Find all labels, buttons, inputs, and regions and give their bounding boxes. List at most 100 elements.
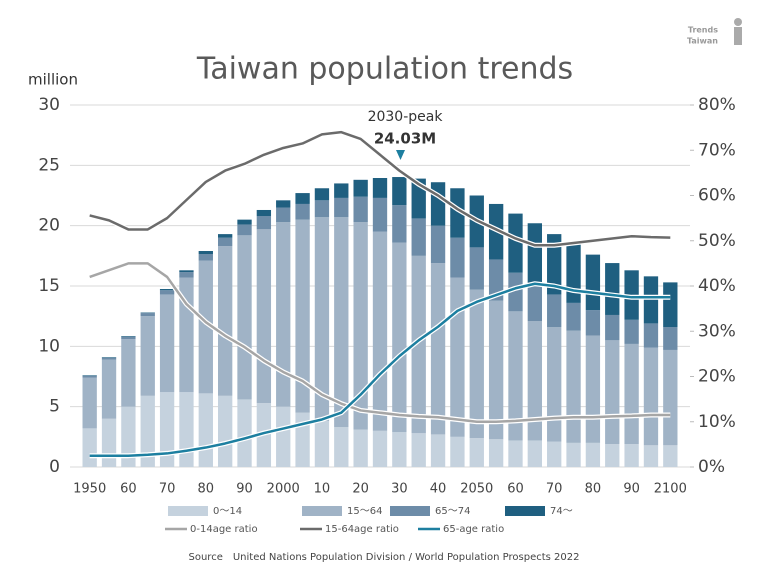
bar-segment	[218, 246, 233, 396]
bar-segment	[82, 428, 97, 467]
bar-segment	[547, 441, 562, 467]
bar-segment	[159, 392, 175, 467]
bar-segment	[624, 343, 639, 445]
y2-tick-label: 10%	[698, 412, 736, 432]
bar-segment	[256, 229, 272, 404]
bar-segment	[605, 314, 620, 341]
bar-segment	[663, 349, 678, 446]
logo-icon	[734, 18, 742, 45]
bar-segment	[179, 272, 194, 278]
bar-segment	[159, 290, 175, 295]
source: Source United Nations Population Division…	[189, 552, 580, 563]
bar-segment	[159, 294, 175, 393]
x-tick-label: 90	[623, 482, 640, 497]
bar-segment	[121, 336, 136, 337]
bar-segment	[527, 223, 542, 285]
bar-segment	[334, 183, 349, 198]
bar-segment	[585, 310, 601, 336]
bar-segment	[372, 430, 388, 467]
bar-segment	[218, 395, 233, 467]
chart-title: Taiwan population trends	[196, 52, 573, 87]
legend-label: 15～64	[347, 506, 382, 517]
bar-segment	[353, 429, 368, 467]
x-tick-label: 1950	[73, 482, 106, 497]
bar-segment	[353, 179, 368, 197]
bar-segment	[276, 406, 291, 467]
y2-tick-label: 70%	[698, 140, 736, 160]
logo-text: Taiwan	[687, 37, 718, 46]
bar-segment	[334, 427, 349, 467]
bar-segment	[430, 225, 446, 264]
bar-segment	[411, 255, 426, 434]
bar-segment	[101, 418, 117, 467]
y-tick-label: 20	[38, 216, 60, 236]
x-tick-label: 60	[507, 482, 524, 497]
x-tick-label: 2050	[460, 482, 493, 497]
bar-segment	[140, 312, 155, 314]
y-tick-label: 10	[38, 336, 60, 356]
bar-segment	[295, 219, 310, 413]
annotation-label: 2030-peak	[368, 109, 444, 125]
bar-segment	[121, 339, 136, 407]
x-tick-label: 2100	[654, 482, 687, 497]
bar-segment	[198, 393, 213, 467]
bar-segment	[547, 234, 562, 295]
bar-segment	[353, 222, 368, 430]
bar-segment	[411, 218, 426, 256]
y2-tick-label: 60%	[698, 186, 736, 206]
x-tick-label: 70	[546, 482, 563, 497]
bar-segment	[218, 234, 233, 238]
line	[89, 262, 671, 423]
legend-label: 65～74	[435, 506, 470, 517]
x-tick-label: 90	[236, 482, 253, 497]
bar-segment	[411, 433, 426, 467]
bar-segment	[392, 177, 407, 206]
bar-segment	[140, 316, 155, 396]
bar-segment	[237, 224, 252, 236]
bar-segment	[334, 217, 349, 428]
bar-segment	[334, 197, 349, 218]
legend-label: 0-14age ratio	[190, 524, 258, 535]
x-tick-label: 70	[159, 482, 176, 497]
bar-segment	[450, 436, 465, 467]
bar-segment	[624, 319, 639, 344]
bar-segment	[276, 207, 291, 223]
legend-label: 74～	[550, 506, 573, 517]
bar-segment	[276, 222, 291, 407]
bar-segment	[469, 247, 484, 290]
bar-segment	[585, 442, 601, 467]
bar-segment	[430, 434, 446, 467]
bar-segment	[566, 243, 581, 303]
bar-segment	[585, 335, 601, 443]
bar-segment	[101, 357, 117, 360]
line	[89, 282, 671, 457]
bar-segment	[237, 399, 252, 467]
x-tick-label: 10	[314, 482, 331, 497]
bar-segment	[237, 219, 252, 225]
legend-label: 65-age ratio	[443, 524, 504, 535]
bar-segment	[624, 444, 639, 467]
y-tick-label: 25	[38, 155, 60, 175]
bar-segment	[295, 203, 310, 220]
bar-segment	[605, 263, 620, 315]
bar-segment	[101, 357, 117, 358]
bar-segment	[469, 289, 484, 439]
bar-segment	[372, 178, 388, 198]
bar-segment	[663, 282, 678, 328]
bar-segment	[508, 311, 523, 441]
legend-label: 15-64age ratio	[325, 524, 399, 535]
y2-tick-label: 30%	[698, 321, 736, 341]
bar-segment	[488, 439, 504, 467]
x-tick-label: 40	[430, 482, 447, 497]
bar-segment	[159, 289, 175, 291]
bar-segment	[508, 272, 523, 312]
bar-segment	[663, 445, 678, 467]
bar-segment	[140, 395, 155, 467]
bar-segment	[198, 260, 213, 394]
x-tick-label: 2000	[267, 482, 300, 497]
x-tick-label: 80	[585, 482, 602, 497]
bar-segment	[121, 406, 136, 467]
logo-text: Trends	[688, 26, 718, 35]
bar-segment	[469, 438, 484, 467]
